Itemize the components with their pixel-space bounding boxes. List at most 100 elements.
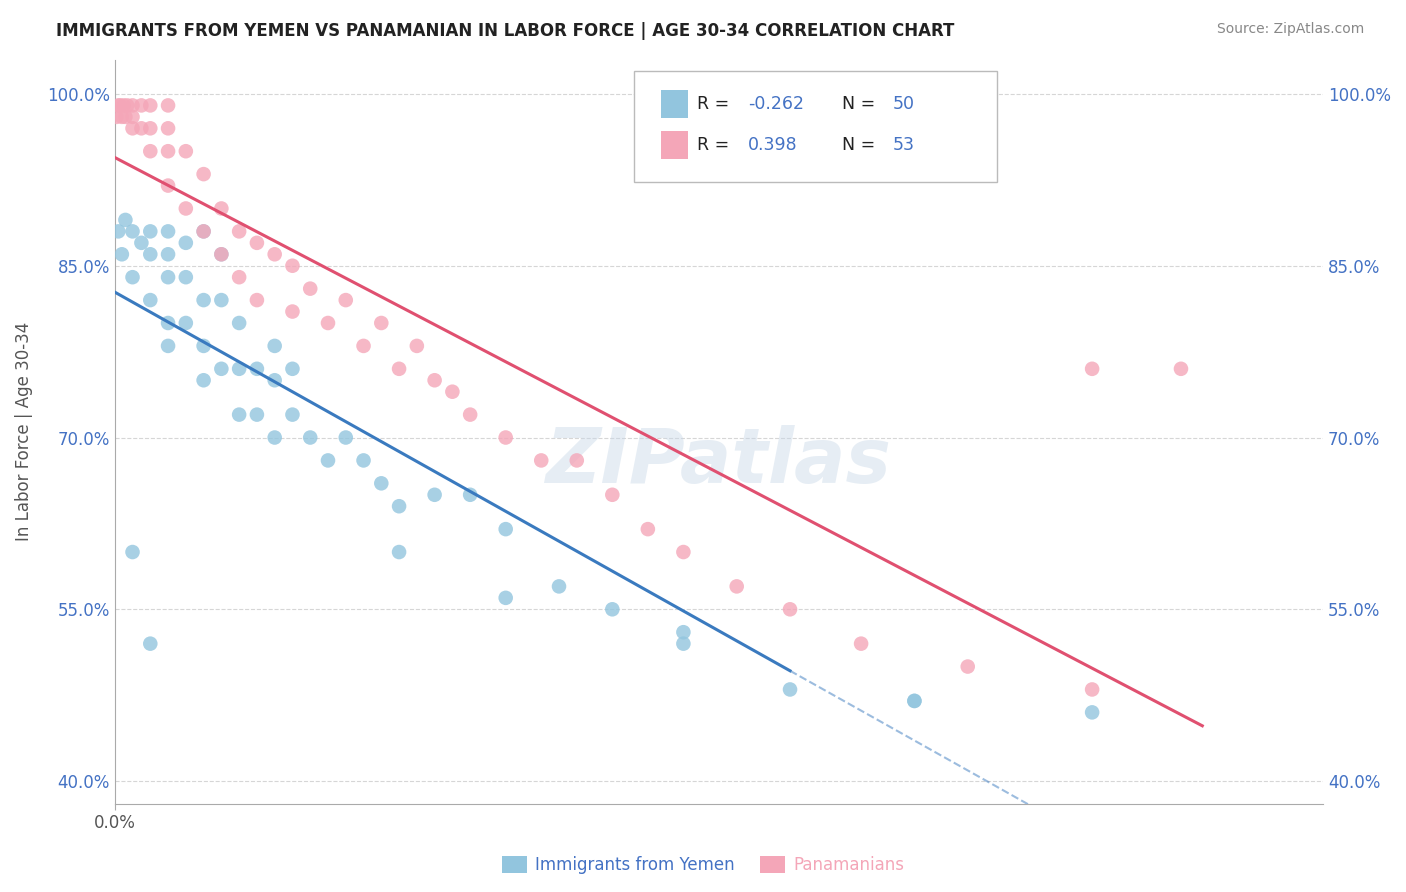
Point [193,339,215,353]
Text: ZIPatlas: ZIPatlas [546,425,891,499]
Point [405,339,427,353]
Point [1170,361,1192,376]
Point [458,408,481,422]
Point [316,453,339,467]
Point [157,316,180,330]
Point [131,235,153,250]
Point [131,98,153,112]
Text: R =: R = [697,136,735,154]
Point [131,121,153,136]
Point [246,361,269,376]
Point [281,408,304,422]
Point [263,247,285,261]
Point [725,579,748,593]
Point [193,224,215,238]
Point [115,98,138,112]
Point [228,316,250,330]
Legend: Immigrants from Yemen, Panamanians: Immigrants from Yemen, Panamanians [495,849,911,881]
Point [108,98,131,112]
Point [1081,682,1104,697]
Point [281,361,304,376]
FancyBboxPatch shape [634,70,997,183]
Point [174,145,197,159]
Point [956,659,979,673]
Text: 50: 50 [893,95,915,113]
FancyBboxPatch shape [661,90,688,119]
Point [157,178,180,193]
Point [107,224,129,238]
Point [193,293,215,307]
Point [263,339,285,353]
Point [602,602,624,616]
Point [458,488,481,502]
Point [1081,361,1104,376]
Point [903,694,925,708]
Point [530,453,553,467]
Text: IMMIGRANTS FROM YEMEN VS PANAMANIAN IN LABOR FORCE | AGE 30-34 CORRELATION CHART: IMMIGRANTS FROM YEMEN VS PANAMANIAN IN L… [56,22,955,40]
Point [174,202,197,216]
Point [1081,706,1104,720]
Text: N =: N = [842,136,882,154]
Point [353,339,375,353]
Point [316,316,339,330]
Point [209,293,232,307]
Point [335,293,357,307]
Point [121,121,143,136]
Point [779,682,801,697]
Point [246,293,269,307]
Point [281,304,304,318]
Point [112,98,135,112]
Point [495,430,517,444]
Text: 0.398: 0.398 [748,136,797,154]
Point [174,235,197,250]
Point [849,637,872,651]
Point [114,110,136,124]
Point [370,316,392,330]
Y-axis label: In Labor Force | Age 30-34: In Labor Force | Age 30-34 [15,322,32,541]
Point [388,500,411,514]
Point [139,637,162,651]
Point [228,361,250,376]
Point [228,224,250,238]
Point [246,235,269,250]
Point [139,121,162,136]
Point [121,110,143,124]
Point [672,545,695,559]
Point [121,545,143,559]
Point [388,545,411,559]
Point [139,224,162,238]
Point [157,270,180,285]
Point [228,270,250,285]
Point [602,488,624,502]
Point [111,110,134,124]
Point [672,625,695,640]
Point [299,430,322,444]
Point [441,384,464,399]
Point [121,224,143,238]
Point [139,293,162,307]
Point [121,98,143,112]
Point [174,270,197,285]
Point [193,224,215,238]
Point [637,522,659,536]
Point [157,224,180,238]
Point [779,602,801,616]
Point [388,361,411,376]
Point [263,430,285,444]
Text: -0.262: -0.262 [748,95,804,113]
Text: R =: R = [697,95,735,113]
Point [157,339,180,353]
Point [423,373,446,387]
Point [246,408,269,422]
Point [495,591,517,605]
Point [495,522,517,536]
Point [107,98,129,112]
Point [139,247,162,261]
Point [263,373,285,387]
Point [903,694,925,708]
Point [209,361,232,376]
Point [299,282,322,296]
Point [335,430,357,444]
FancyBboxPatch shape [661,131,688,160]
Point [139,98,162,112]
